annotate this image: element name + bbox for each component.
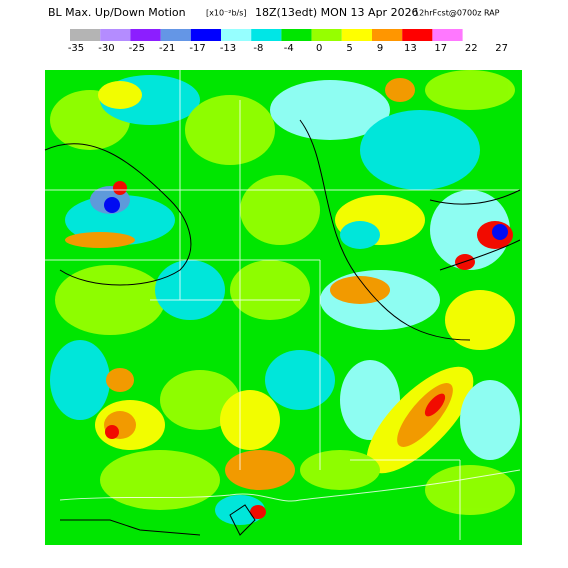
legend-label: -35 — [68, 43, 84, 54]
color-legend: -35 -30 -25 -21 -17 -13 -8 -4 0 5 9 13 17 22 27 — [68, 29, 508, 54]
legend-label: -30 — [98, 43, 114, 54]
legend-swatch — [341, 29, 372, 41]
legend-label: 0 — [316, 43, 322, 54]
title-units: [x10⁻²b/s] — [206, 9, 247, 18]
legend-label: 13 — [404, 43, 417, 54]
legend-label: 27 — [495, 43, 508, 54]
legend-label: 22 — [465, 43, 478, 54]
title-forecast: 12hrFcst@0700z RAP — [414, 9, 500, 18]
legend-swatch — [70, 29, 101, 41]
legend-label: 17 — [434, 43, 447, 54]
map — [44, 70, 522, 545]
legend-swatch — [251, 29, 282, 41]
legend-label: 9 — [377, 43, 383, 54]
legend-label: -25 — [129, 43, 145, 54]
legend-swatch — [190, 29, 221, 41]
legend-label: -17 — [189, 43, 205, 54]
legend-swatch — [130, 29, 161, 41]
legend-swatch — [311, 29, 342, 41]
legend-label: -21 — [159, 43, 175, 54]
legend-swatch — [432, 29, 463, 41]
legend-label: -13 — [220, 43, 236, 54]
legend-swatch — [100, 29, 131, 41]
legend-swatch — [281, 29, 312, 41]
title-valid: 18Z(13edt) MON 13 Apr 2026 — [255, 6, 419, 19]
legend-swatch — [221, 29, 252, 41]
legend-label: -8 — [253, 43, 263, 54]
legend-swatch — [402, 29, 433, 41]
legend-label: 5 — [346, 43, 352, 54]
legend-swatch — [160, 29, 191, 41]
legend-swatch — [372, 29, 403, 41]
legend-label: -4 — [284, 43, 294, 54]
title-product: BL Max. Up/Down Motion — [48, 6, 186, 19]
